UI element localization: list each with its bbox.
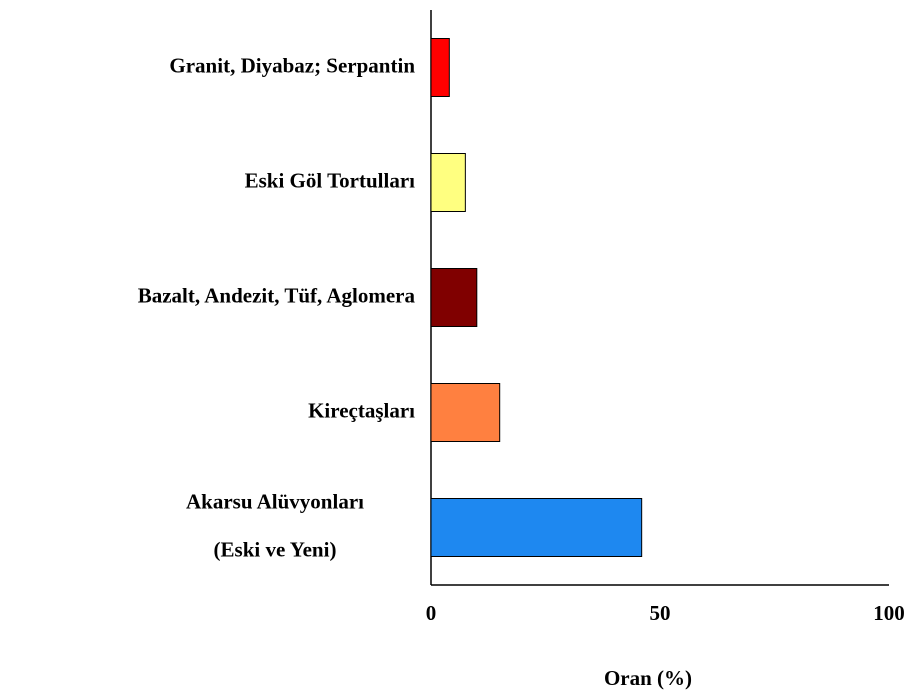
bar (430, 153, 466, 212)
bar (430, 38, 450, 97)
bar (430, 498, 643, 557)
y-tick-label: (Eski ve Yeni) (214, 537, 337, 561)
x-tick-label: 100 (873, 601, 905, 625)
y-tick-label: Eski Göl Tortulları (245, 168, 416, 192)
y-tick-label: Akarsu Alüvyonları (186, 489, 364, 513)
x-tick-label: 50 (650, 601, 671, 625)
y-tick-label: Kireçtaşları (308, 398, 415, 422)
bar (430, 268, 478, 327)
y-tick-label: Granit, Diyabaz; Serpantin (169, 53, 415, 77)
x-tick-label: 0 (426, 601, 437, 625)
x-axis-title: Oran (%) (604, 666, 692, 690)
bar (430, 383, 501, 442)
y-tick-label: Bazalt, Andezit, Tüf, Aglomera (138, 283, 416, 307)
